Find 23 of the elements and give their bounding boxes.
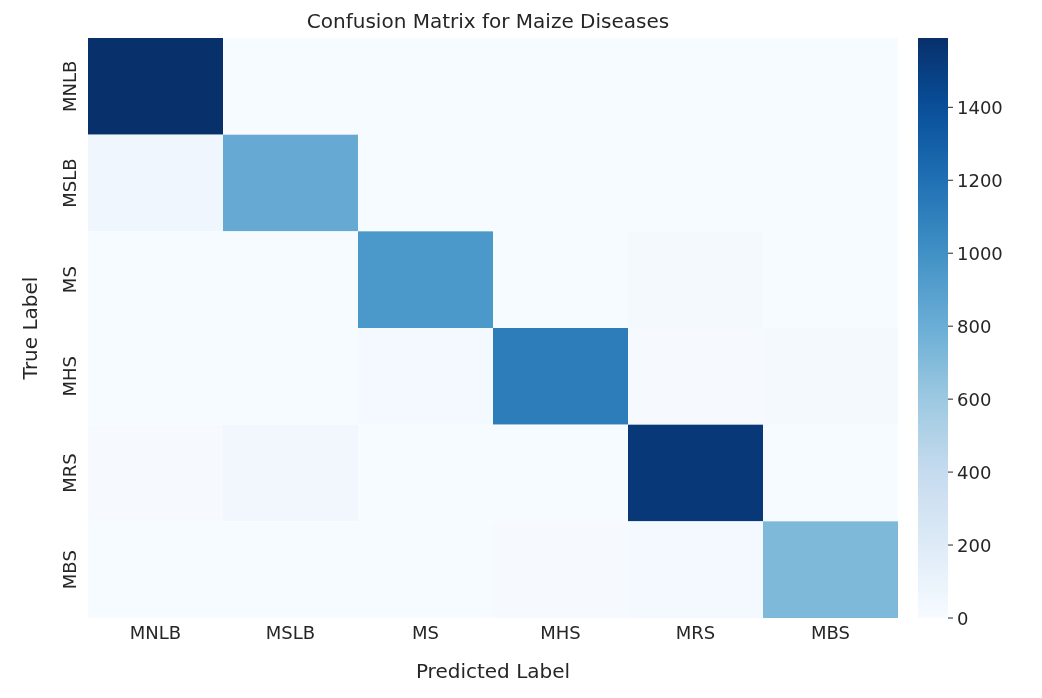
color-bar-label: 1200 bbox=[957, 169, 1003, 191]
y-tick-label: MRS bbox=[59, 453, 80, 493]
color-bar-label: 200 bbox=[957, 534, 992, 556]
x-tick-label: MNLB bbox=[129, 621, 182, 643]
y-tick-label: MNLB bbox=[59, 60, 80, 113]
color-bar-label: 1400 bbox=[957, 96, 1003, 118]
x-tick-label: MBS bbox=[811, 621, 850, 643]
x-axis-title: Predicted Label bbox=[415, 659, 571, 683]
x-tick-label: MS bbox=[412, 621, 439, 643]
y-tick-label: MS bbox=[59, 266, 80, 294]
y-tick-label: MHS bbox=[59, 356, 80, 397]
x-tick-label: MRS bbox=[675, 621, 716, 643]
y-tick-label: MSLB bbox=[59, 158, 80, 208]
chart-title: Confusion Matrix for Maize Diseases bbox=[305, 8, 671, 34]
color-bar-label: 400 bbox=[957, 461, 992, 483]
x-tick-label: MHS bbox=[540, 621, 581, 643]
color-bar-label: 600 bbox=[957, 388, 992, 410]
y-tick-label: MBS bbox=[59, 550, 80, 590]
color-bar-label: 0 bbox=[957, 607, 969, 629]
x-tick-label: MSLB bbox=[265, 621, 316, 643]
y-axis-title: True Label bbox=[18, 276, 43, 381]
color-bar-label: 1000 bbox=[957, 242, 1003, 264]
color-bar-label: 800 bbox=[957, 315, 992, 337]
